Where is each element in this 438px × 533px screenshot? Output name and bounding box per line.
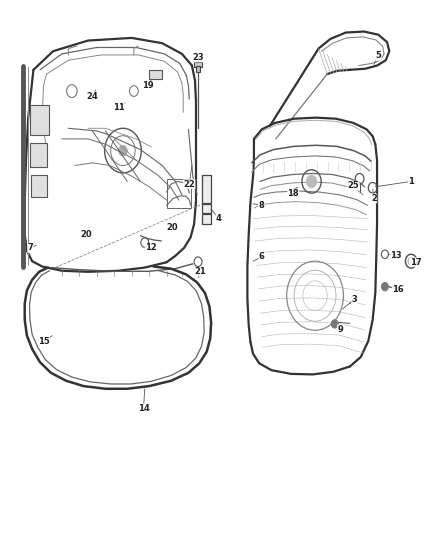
Text: 9: 9 — [338, 325, 343, 334]
Circle shape — [331, 320, 338, 328]
Circle shape — [306, 175, 317, 188]
Text: 23: 23 — [192, 53, 204, 62]
Text: 6: 6 — [259, 253, 265, 261]
Text: 21: 21 — [194, 268, 206, 276]
Bar — [201, 214, 211, 224]
Text: 20: 20 — [166, 223, 178, 232]
Bar — [196, 66, 200, 72]
Text: 5: 5 — [375, 52, 381, 60]
Text: 19: 19 — [141, 81, 153, 90]
Bar — [149, 70, 162, 79]
Text: 22: 22 — [184, 180, 195, 189]
Circle shape — [119, 146, 127, 156]
Bar — [166, 179, 191, 208]
Text: 15: 15 — [39, 337, 50, 346]
Text: 18: 18 — [287, 189, 299, 198]
Circle shape — [381, 282, 389, 291]
Text: 3: 3 — [351, 295, 357, 304]
Text: 2: 2 — [371, 194, 377, 203]
Bar — [30, 106, 49, 135]
Text: 4: 4 — [216, 214, 222, 223]
Bar — [201, 204, 211, 213]
Bar — [30, 143, 47, 166]
Text: 12: 12 — [145, 244, 157, 253]
Text: 7: 7 — [28, 244, 33, 253]
Text: 14: 14 — [138, 404, 149, 413]
Text: 11: 11 — [113, 102, 124, 111]
Text: 13: 13 — [390, 252, 402, 260]
Bar — [31, 175, 47, 197]
Text: 1: 1 — [408, 177, 414, 186]
Circle shape — [36, 152, 41, 158]
Text: 16: 16 — [392, 285, 404, 294]
Bar — [201, 175, 211, 203]
Text: 20: 20 — [80, 230, 92, 239]
Text: 24: 24 — [87, 92, 98, 101]
Text: 17: 17 — [410, 258, 421, 266]
Bar — [194, 62, 202, 67]
Circle shape — [36, 184, 41, 189]
Text: 8: 8 — [258, 201, 264, 210]
Circle shape — [36, 118, 41, 123]
Text: 25: 25 — [348, 181, 359, 190]
